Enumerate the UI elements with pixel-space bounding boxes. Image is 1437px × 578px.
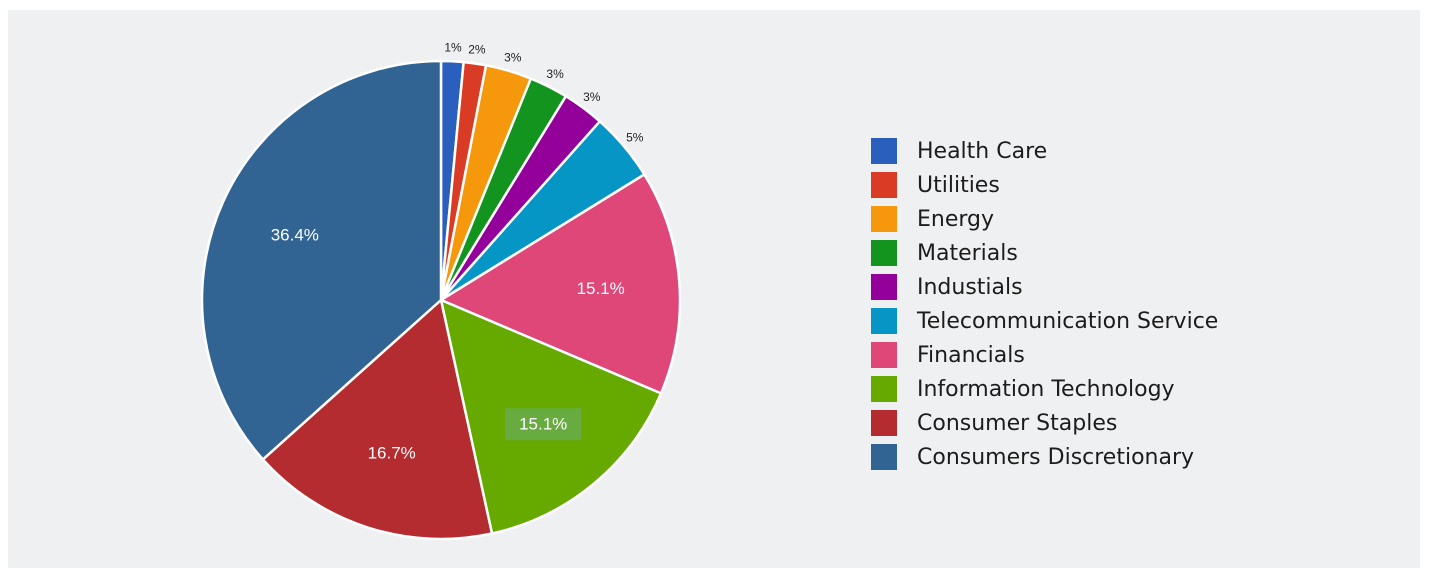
data-label-3: 3% — [546, 67, 564, 81]
data-label-highlight — [505, 408, 582, 441]
legend-swatch — [871, 172, 897, 198]
data-label-4: 3% — [583, 90, 601, 104]
data-label-8: 16.7% — [368, 443, 416, 462]
legend: Health Care Utilities Energy Materials Indus… — [871, 134, 1218, 474]
legend-item[interactable]: Health Care — [871, 134, 1218, 168]
legend-item[interactable]: Utilities — [871, 168, 1218, 202]
pie-labels: 1% 2% 3% 3% 3% 5% 15.1% 15.1% 16.7% 36.4% — [271, 40, 644, 462]
legend-label: Health Care — [917, 138, 1048, 164]
legend-label: Energy — [917, 206, 995, 232]
legend-item[interactable]: Materials — [871, 236, 1218, 270]
data-label-0: 1% — [444, 40, 462, 54]
legend-swatch — [871, 342, 897, 368]
legend-swatch — [871, 410, 897, 436]
data-label-2: 3% — [504, 50, 522, 64]
data-label-9: 36.4% — [271, 226, 319, 245]
data-label-7: 15.1% — [519, 414, 567, 433]
legend-item[interactable]: Consumer Staples — [871, 406, 1218, 440]
legend-item[interactable]: Financials — [871, 338, 1218, 372]
legend-swatch — [871, 138, 897, 164]
pie-chart: 1% 2% 3% 3% 3% 5% 15.1% 15.1% 16.7% 36.4% — [200, 40, 682, 541]
legend-swatch — [871, 308, 897, 334]
legend-swatch — [871, 444, 897, 470]
legend-label: Industials — [917, 274, 1023, 300]
legend-item[interactable]: Consumers Discretionary — [871, 440, 1218, 474]
data-label-1: 2% — [468, 43, 486, 57]
pie-slice-6 — [438, 172, 682, 396]
chart-panel: 1% 2% 3% 3% 3% 5% 15.1% 15.1% 16.7% 36.4% Health … — [8, 10, 1420, 568]
legend-label: Consumer Staples — [917, 410, 1118, 436]
data-label-6: 15.1% — [577, 279, 625, 298]
legend-label: Materials — [917, 240, 1018, 266]
legend-label: Utilities — [917, 172, 1000, 198]
legend-swatch — [871, 206, 897, 232]
legend-swatch — [871, 274, 897, 300]
legend-label: Consumers Discretionary — [917, 444, 1195, 470]
pie-slice-8 — [261, 297, 494, 541]
legend-label: Financials — [917, 342, 1025, 368]
pie-slice-9 — [200, 59, 443, 462]
legend-swatch — [871, 240, 897, 266]
legend-item[interactable]: Telecommunication Service — [871, 304, 1218, 338]
pie-slices — [200, 59, 682, 541]
data-label-5: 5% — [626, 130, 644, 144]
legend-label: Telecommunication Service — [917, 308, 1219, 334]
legend-item[interactable]: Industials — [871, 270, 1218, 304]
legend-swatch — [871, 376, 897, 402]
legend-label: Information Technology — [917, 376, 1175, 402]
legend-item[interactable]: Energy — [871, 202, 1218, 236]
legend-item[interactable]: Information Technology — [871, 372, 1218, 406]
